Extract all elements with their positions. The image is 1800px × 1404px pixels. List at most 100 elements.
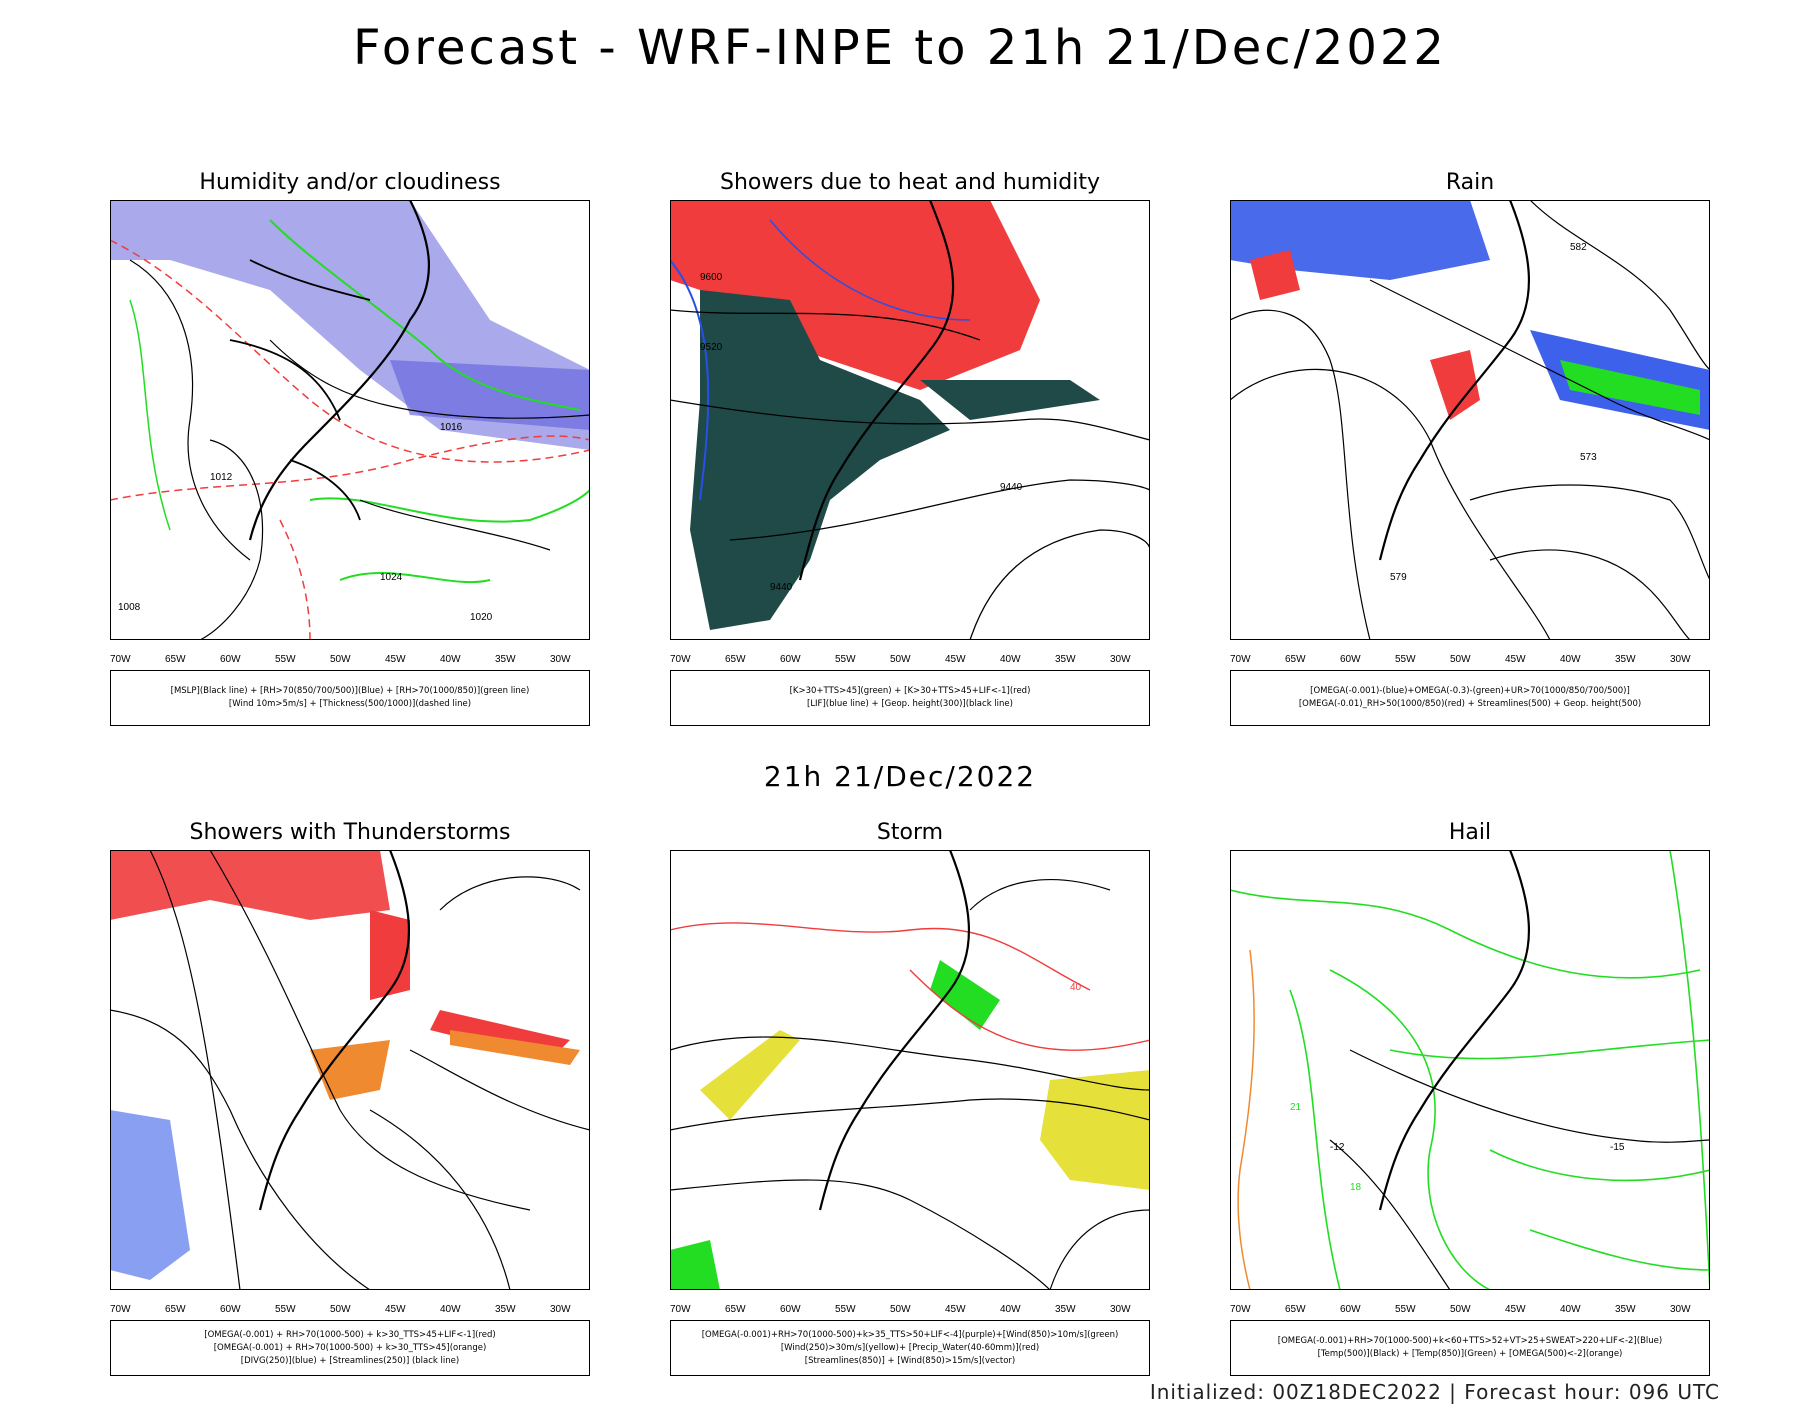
svg-text:65W: 65W bbox=[725, 654, 746, 665]
legend: [OMEGA(-0.001) + RH>70(1000-500) + k>30_… bbox=[110, 1320, 590, 1376]
svg-text:579: 579 bbox=[1390, 572, 1407, 583]
svg-text:70W: 70W bbox=[1230, 1304, 1251, 1315]
svg-text:45W: 45W bbox=[1505, 654, 1526, 665]
svg-text:50W: 50W bbox=[330, 654, 351, 665]
svg-text:21: 21 bbox=[1290, 1102, 1302, 1113]
svg-text:55W: 55W bbox=[835, 1304, 856, 1315]
svg-text:9440: 9440 bbox=[770, 582, 793, 593]
lon-labels-bottom: 70W 65W 60W 55W 50W 45W 40W 35W 30W 70W 65W 60W 55W… bbox=[110, 1304, 1691, 1315]
legend-line-2: [Wind 10m>5m/s] + [Thickness(500/1000)](… bbox=[228, 699, 472, 709]
svg-text:70W: 70W bbox=[110, 1304, 131, 1315]
svg-text:60W: 60W bbox=[1340, 1304, 1361, 1315]
legend: [OMEGA(-0.001)+RH>70(1000-500)+k>35_TTS>… bbox=[670, 1320, 1150, 1376]
svg-text:40W: 40W bbox=[1000, 1304, 1021, 1315]
svg-text:35W: 35W bbox=[1615, 654, 1636, 665]
svg-text:-15: -15 bbox=[1610, 1142, 1625, 1153]
legend-line-1: [OMEGA(-0.001)-(blue)+OMEGA(-0.3)-(green… bbox=[1310, 686, 1630, 696]
svg-text:35W: 35W bbox=[1615, 1304, 1636, 1315]
lon-labels-top: 70W 65W 60W 55W 50W 45W 40W 35W 30W 70W 65W 60W 55W… bbox=[110, 654, 1691, 665]
svg-text:45W: 45W bbox=[385, 654, 406, 665]
svg-text:50W: 50W bbox=[1450, 654, 1471, 665]
legend-line-2: [OMEGA(-0.01)_RH>50(1000/850)(red) + Str… bbox=[1298, 699, 1642, 709]
svg-text:65W: 65W bbox=[1285, 1304, 1306, 1315]
svg-text:-12: -12 bbox=[1330, 1142, 1345, 1153]
legend-line-3: [DIVG(250)](blue) + [Streamlines(250)] (… bbox=[240, 1355, 460, 1366]
legend-line-2: [Temp(500)](Black) + [Temp(850)](Green) … bbox=[1317, 1349, 1623, 1359]
svg-text:30W: 30W bbox=[1110, 654, 1131, 665]
svg-text:60W: 60W bbox=[780, 1304, 801, 1315]
svg-text:582: 582 bbox=[1570, 242, 1587, 253]
svg-text:65W: 65W bbox=[1285, 654, 1306, 665]
svg-text:30W: 30W bbox=[550, 654, 571, 665]
svg-text:40W: 40W bbox=[1560, 1304, 1581, 1315]
map-rain: 582 573 579 12S15S18S21S24S27S30S33S36S3… bbox=[1230, 200, 1710, 640]
svg-text:45W: 45W bbox=[385, 1304, 406, 1315]
svg-text:30W: 30W bbox=[1670, 1304, 1691, 1315]
map-hail: -12 -15 18 21 12S15S18S21S24S27S30S33S36… bbox=[1230, 850, 1710, 1290]
legend-line-2: [LIF](blue line) + [Geop. height(300)](b… bbox=[807, 699, 1013, 709]
svg-text:9440: 9440 bbox=[1000, 482, 1023, 493]
svg-text:45W: 45W bbox=[945, 1304, 966, 1315]
svg-text:50W: 50W bbox=[1450, 1304, 1471, 1315]
svg-text:65W: 65W bbox=[165, 654, 186, 665]
legend-line-2: [OMEGA(-0.001) + RH>70(1000-500) + k>30_… bbox=[213, 1342, 487, 1353]
svg-text:35W: 35W bbox=[1055, 1304, 1076, 1315]
svg-text:30W: 30W bbox=[550, 1304, 571, 1315]
svg-text:1008: 1008 bbox=[118, 602, 141, 613]
svg-text:35W: 35W bbox=[495, 1304, 516, 1315]
svg-text:55W: 55W bbox=[275, 654, 296, 665]
legend-line-1: [OMEGA(-0.001)+RH>70(1000-500)+k<60+TTS>… bbox=[1277, 1336, 1663, 1346]
legend-line-1: [OMEGA(-0.001) + RH>70(1000-500) + k>30_… bbox=[204, 1329, 496, 1340]
svg-text:35W: 35W bbox=[495, 654, 516, 665]
map-storm: 40 12S15S18S21S24S27S30S33S36S39S42S bbox=[670, 850, 1150, 1290]
svg-text:55W: 55W bbox=[1395, 1304, 1416, 1315]
svg-text:65W: 65W bbox=[165, 1304, 186, 1315]
svg-text:60W: 60W bbox=[780, 654, 801, 665]
svg-text:50W: 50W bbox=[890, 654, 911, 665]
svg-text:9600: 9600 bbox=[700, 272, 723, 283]
map-humidity: 1008 1016 1024 1020 1012 12S15S18S21S24S… bbox=[110, 200, 590, 640]
svg-text:18: 18 bbox=[1350, 1182, 1362, 1193]
svg-text:1020: 1020 bbox=[470, 612, 493, 623]
svg-text:1024: 1024 bbox=[380, 572, 403, 583]
svg-text:55W: 55W bbox=[275, 1304, 296, 1315]
svg-text:30W: 30W bbox=[1670, 654, 1691, 665]
svg-text:40W: 40W bbox=[440, 654, 461, 665]
legend: [MSLP](Black line) + [RH>70(850/700/500)… bbox=[110, 670, 590, 726]
footer-initialized: Initialized: 00Z18DEC2022 | Forecast hou… bbox=[1149, 1380, 1720, 1404]
legend: [K>30+TTS>45](green) + [K>30+TTS>45+LIF<… bbox=[670, 670, 1150, 726]
svg-text:45W: 45W bbox=[945, 654, 966, 665]
legend: [OMEGA(-0.001)-(blue)+OMEGA(-0.3)-(green… bbox=[1230, 670, 1710, 726]
svg-text:30W: 30W bbox=[1110, 1304, 1131, 1315]
main-title: Forecast - WRF-INPE to 21h 21/Dec/2022 bbox=[353, 20, 1447, 76]
legend-line-1: [MSLP](Black line) + [RH>70(850/700/500)… bbox=[170, 686, 530, 696]
svg-text:50W: 50W bbox=[330, 1304, 351, 1315]
svg-text:1016: 1016 bbox=[440, 422, 463, 433]
svg-text:35W: 35W bbox=[1055, 654, 1076, 665]
svg-text:55W: 55W bbox=[1395, 654, 1416, 665]
legend-line-2: [Wind(250)>30m/s](yellow)+ [Precip_Water… bbox=[780, 1342, 1040, 1353]
legend-line-3: [Streamlines(850)] + [Wind(850)>15m/s](v… bbox=[804, 1355, 1016, 1366]
svg-text:573: 573 bbox=[1580, 452, 1597, 463]
svg-text:60W: 60W bbox=[220, 654, 241, 665]
svg-text:60W: 60W bbox=[220, 1304, 241, 1315]
svg-text:70W: 70W bbox=[670, 1304, 691, 1315]
svg-text:55W: 55W bbox=[835, 654, 856, 665]
map-showers-heat: 9600 9520 9440 9440 12S15S18S21S24S27S30… bbox=[670, 200, 1150, 640]
legend: [OMEGA(-0.001)+RH>70(1000-500)+k<60+TTS>… bbox=[1230, 1320, 1710, 1376]
legend-line-1: [K>30+TTS>45](green) + [K>30+TTS>45+LIF<… bbox=[789, 686, 1031, 696]
panel-title: Showers with Thunderstorms bbox=[189, 820, 511, 845]
panel-title: Hail bbox=[1448, 820, 1492, 845]
panel-title: Storm bbox=[876, 820, 944, 845]
panel-title: Rain bbox=[1445, 170, 1495, 195]
svg-text:70W: 70W bbox=[110, 654, 131, 665]
svg-text:40: 40 bbox=[1070, 982, 1082, 993]
svg-text:40W: 40W bbox=[440, 1304, 461, 1315]
panel-title: Showers due to heat and humidity bbox=[719, 170, 1101, 195]
svg-text:9520: 9520 bbox=[700, 342, 723, 353]
svg-text:1012: 1012 bbox=[210, 472, 233, 483]
svg-text:60W: 60W bbox=[1340, 654, 1361, 665]
svg-text:65W: 65W bbox=[725, 1304, 746, 1315]
svg-text:45W: 45W bbox=[1505, 1304, 1526, 1315]
svg-text:40W: 40W bbox=[1560, 654, 1581, 665]
